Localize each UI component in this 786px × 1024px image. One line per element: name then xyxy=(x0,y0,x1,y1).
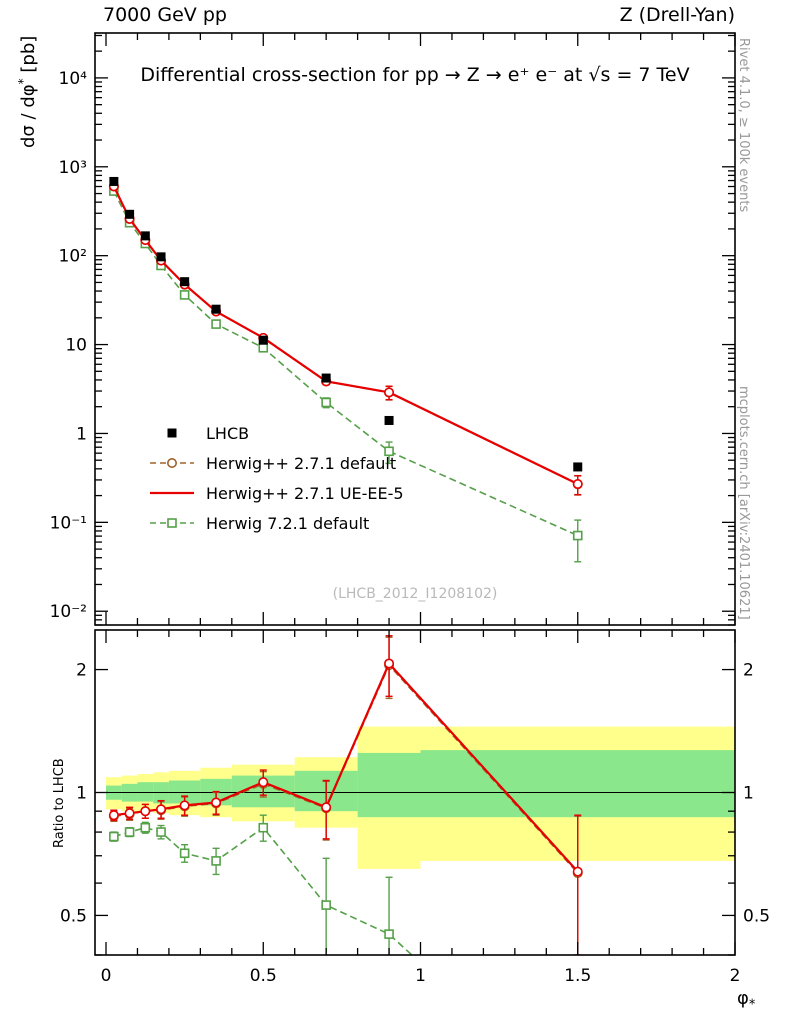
svg-text:1.5: 1.5 xyxy=(564,966,591,986)
svg-text:10²: 10² xyxy=(59,247,87,267)
x-axis-label-sub: * xyxy=(748,997,756,1013)
y-axis-label-units: [pb] xyxy=(18,35,39,79)
svg-text:2: 2 xyxy=(76,661,87,681)
svg-text:0.5: 0.5 xyxy=(250,966,277,986)
y-axis-label-text: dσ / dφ xyxy=(18,84,39,148)
svg-text:10⁻²: 10⁻² xyxy=(50,602,87,622)
svg-text:1: 1 xyxy=(743,784,754,804)
y-axis-label-sup: * xyxy=(16,78,30,85)
svg-text:10⁴: 10⁴ xyxy=(59,69,88,89)
svg-text:1: 1 xyxy=(76,784,87,804)
herwig7-default-marker-swatch xyxy=(148,513,196,533)
svg-text:0: 0 xyxy=(101,966,112,986)
svg-text:10³: 10³ xyxy=(59,158,87,178)
legend-item-herwigpp-ueee5: Herwig++ 2.7.1 UE-EE-5 xyxy=(148,478,404,508)
svg-text:0.5: 0.5 xyxy=(743,906,770,926)
svg-text:2: 2 xyxy=(730,966,741,986)
herwigpp-default-marker-swatch xyxy=(148,453,196,473)
mcplots-reference-text: mcplots.cern.ch [arXiv:2401.10621] xyxy=(736,386,751,620)
x-axis-label-symbol: φ xyxy=(737,988,749,1009)
y-axis-label: dσ / dφ* [pb] xyxy=(16,36,39,148)
x-axis-label: φ* xyxy=(737,988,755,1013)
legend-label-lhcb: LHCB xyxy=(206,423,250,443)
herwigpp-ueee5-line-swatch xyxy=(148,483,196,503)
beam-label: 7000 GeV pp xyxy=(103,4,227,26)
legend-item-herwigpp-default: Herwig++ 2.7.1 default xyxy=(148,448,404,478)
ratio-axis-label: Ratio to LHCB xyxy=(52,758,67,848)
legend-item-herwig7-default: Herwig 7.2.1 default xyxy=(148,508,404,538)
svg-text:10: 10 xyxy=(65,336,87,356)
rivet-version-text: Rivet 4.1.0, ≥ 100k events xyxy=(736,38,751,213)
plot-title: Differential cross-section for pp → Z → … xyxy=(140,64,690,86)
svg-text:1: 1 xyxy=(415,966,426,986)
analysis-id-watermark: (LHCB_2012_I1208102) xyxy=(332,586,498,602)
svg-text:1: 1 xyxy=(76,424,87,444)
legend-label-herwigpp-default: Herwig++ 2.7.1 default xyxy=(206,453,397,473)
lhcb-marker-swatch xyxy=(148,423,196,443)
svg-text:0.5: 0.5 xyxy=(60,906,87,926)
process-label: Z (Drell-Yan) xyxy=(619,4,735,26)
svg-text:2: 2 xyxy=(743,661,754,681)
legend: LHCB Herwig++ 2.7.1 default Herwig++ 2.7… xyxy=(148,418,404,538)
svg-text:10⁻¹: 10⁻¹ xyxy=(50,513,87,533)
legend-label-herwig7-default: Herwig 7.2.1 default xyxy=(206,513,370,533)
legend-label-herwigpp-ueee5: Herwig++ 2.7.1 UE-EE-5 xyxy=(206,483,404,503)
legend-item-lhcb: LHCB xyxy=(148,418,404,448)
